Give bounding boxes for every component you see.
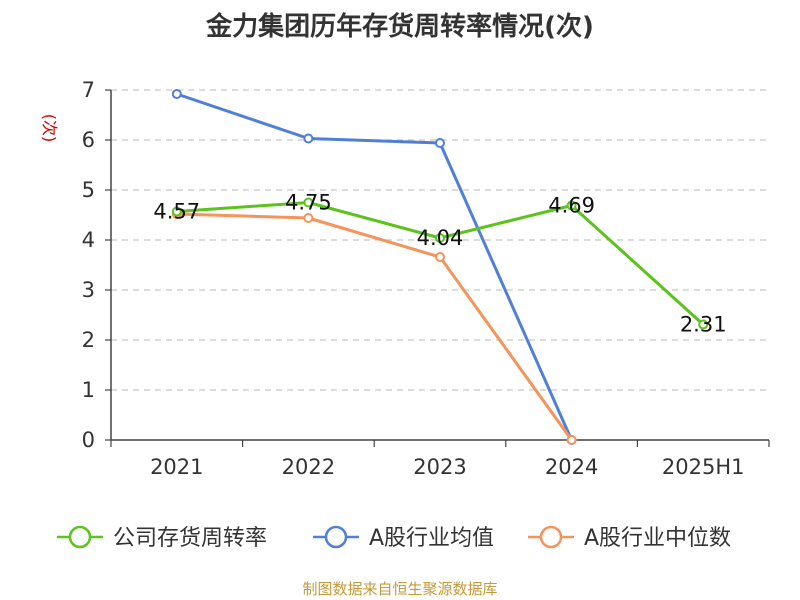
y-tick-label-6: 6 bbox=[82, 128, 95, 152]
legend-marker-1 bbox=[324, 525, 348, 549]
chart-title: 金力集团历年存货周转率情况(次) bbox=[206, 12, 594, 42]
source-note: 制图数据来自恒生聚源数据库 bbox=[302, 580, 497, 598]
data-point-2-2024[interactable] bbox=[566, 435, 577, 445]
legend-item-1[interactable]: A股行业均值 bbox=[313, 525, 494, 551]
legend-marker-0 bbox=[68, 525, 92, 549]
data-point-1-2023[interactable] bbox=[435, 138, 445, 148]
data-point-1-2022[interactable] bbox=[303, 133, 314, 144]
y-tick-label-5: 5 bbox=[82, 178, 95, 202]
series-line-0 bbox=[176, 201, 705, 326]
data-point-1-2021[interactable] bbox=[171, 89, 182, 99]
data-point-0-2022[interactable] bbox=[303, 197, 314, 208]
y-tick-label-0: 0 bbox=[82, 428, 95, 452]
series-line-1 bbox=[176, 92, 573, 441]
x-tick-label-2023: 2023 bbox=[413, 455, 466, 479]
legend-item-2[interactable]: A股行业中位数 bbox=[528, 525, 731, 551]
data-point-0-2024[interactable] bbox=[566, 200, 577, 211]
x-tick-label-2025H1: 2025H1 bbox=[662, 455, 745, 479]
data-label-2022: 4.75 bbox=[285, 191, 332, 215]
legend-label-0: 公司存货周转率 bbox=[113, 526, 267, 551]
y-axis-unit-label: (次) bbox=[40, 114, 59, 143]
y-tick-label-1: 1 bbox=[82, 378, 95, 402]
legend-label-2: A股行业中位数 bbox=[584, 526, 731, 551]
data-point-2-2023[interactable] bbox=[435, 252, 445, 262]
y-tick-label-2: 2 bbox=[82, 328, 95, 352]
data-labels: 4.57 4.75 4.04 4.69 2.31 bbox=[153, 191, 726, 337]
axes: 0 1 2 3 4 5 6 7 2021 2022 2023 2024 2025H1 bbox=[82, 78, 770, 479]
data-point-0-2021[interactable] bbox=[171, 206, 182, 217]
x-tick-label-2022: 2022 bbox=[282, 455, 335, 479]
data-label-2025H1: 2.31 bbox=[680, 313, 727, 337]
data-point-2-2022[interactable] bbox=[303, 213, 314, 223]
x-tick-label-2024: 2024 bbox=[545, 455, 598, 479]
y-tick-label-3: 3 bbox=[82, 278, 95, 302]
legend[interactable]: 公司存货周转率 A股行业均值 A股行业中位数 bbox=[57, 525, 731, 551]
series-line-2 bbox=[176, 212, 573, 441]
legend-marker-2 bbox=[539, 525, 563, 549]
series-lines bbox=[171, 89, 709, 445]
data-label-2024: 4.69 bbox=[548, 194, 595, 218]
data-point-0-2025H1[interactable] bbox=[698, 319, 709, 330]
y-tick-label-7: 7 bbox=[82, 78, 95, 102]
data-point-0-2023[interactable] bbox=[435, 233, 445, 243]
data-label-2023: 4.04 bbox=[417, 226, 464, 250]
data-label-2021: 4.57 bbox=[153, 200, 200, 224]
x-tick-label-2021: 2021 bbox=[150, 455, 203, 479]
legend-label-1: A股行业均值 bbox=[369, 526, 494, 551]
legend-item-0[interactable]: 公司存货周转率 bbox=[57, 525, 267, 551]
y-tick-label-4: 4 bbox=[82, 228, 95, 252]
